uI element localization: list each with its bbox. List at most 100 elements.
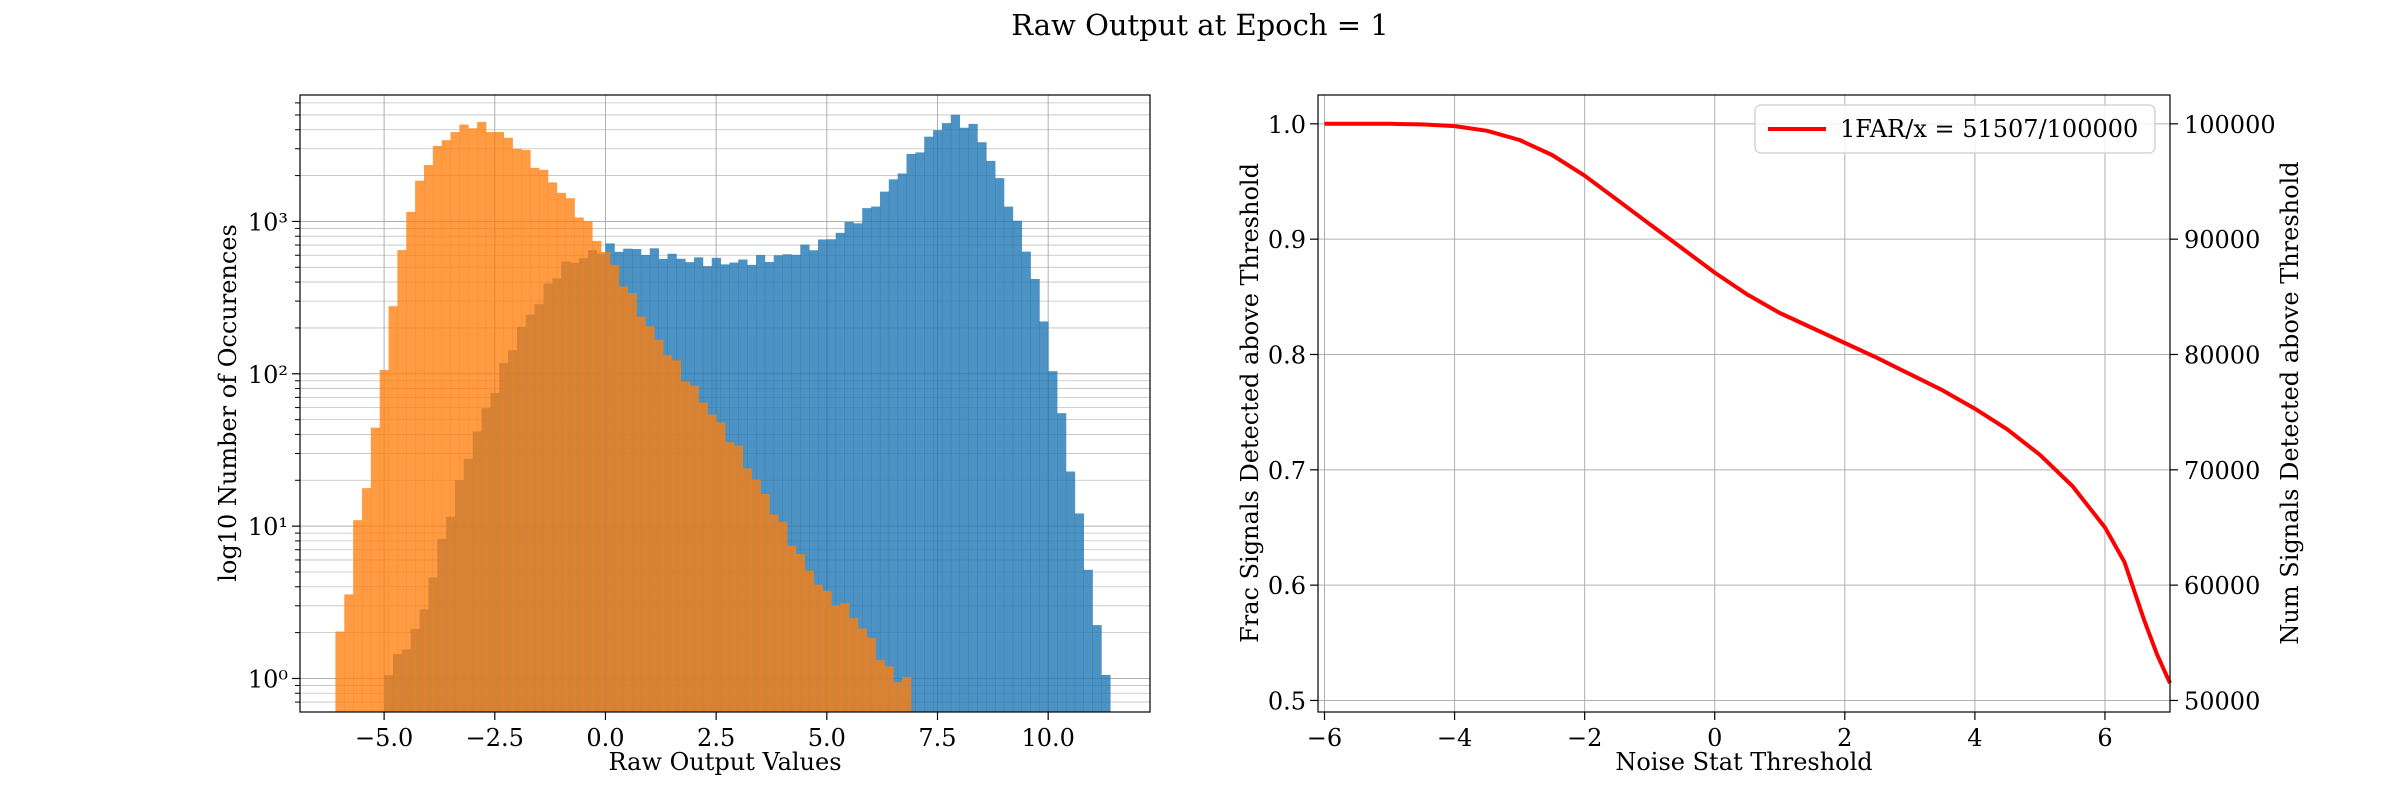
histogram-bar-orange xyxy=(494,131,505,712)
histogram-bar-orange xyxy=(831,605,841,712)
histogram-bar-orange xyxy=(733,445,744,712)
histogram-bar-orange xyxy=(627,293,637,712)
histogram-bar-blue xyxy=(782,254,792,712)
histogram-bar-orange xyxy=(592,240,602,712)
histogram-bar-orange xyxy=(547,182,558,713)
histogram-bar-orange xyxy=(406,211,416,712)
histogram-bar-orange xyxy=(778,521,788,712)
histogram-bar-orange xyxy=(786,545,797,712)
detection-x-ticks: −6 −4 −2 0 2 4 6 xyxy=(1307,712,2113,752)
histogram-bar-blue xyxy=(1057,413,1067,712)
histogram-bar-orange xyxy=(698,402,708,712)
detection-curve-line xyxy=(1324,121,2172,685)
histogram-bar-orange xyxy=(884,666,894,712)
histogram-bar-blue xyxy=(1048,371,1058,712)
histogram-bar-orange xyxy=(512,148,522,712)
histogram-bar-blue xyxy=(773,255,783,712)
histogram-bar-orange xyxy=(716,422,726,712)
detection-x-tick-label: 2 xyxy=(1837,724,1852,752)
histogram-y-tick-label: 10¹ xyxy=(248,513,288,541)
detection-right-y-axis-label: Num Signals Detected above Threshold xyxy=(2276,161,2304,644)
detection-x-tick-label: −2 xyxy=(1567,724,1602,752)
histogram-bar-orange xyxy=(379,370,389,712)
histogram-bar-orange xyxy=(397,250,407,713)
histogram-bar-blue xyxy=(1039,321,1049,712)
histogram-bar-blue xyxy=(888,179,899,713)
histogram-bar-blue xyxy=(915,152,925,712)
histogram-bar-blue xyxy=(826,239,837,712)
histogram-x-axis-label: Raw Output Values xyxy=(608,748,841,776)
histogram-y-ticks: 10⁰ 10¹ 10² 10³ xyxy=(248,102,300,703)
histogram-bar-blue xyxy=(817,239,828,712)
histogram-bar-orange xyxy=(645,326,655,712)
detection-x-tick-label: −6 xyxy=(1307,724,1342,752)
histogram-bar-blue xyxy=(897,173,907,712)
histogram-y-tick-label: 10² xyxy=(248,361,288,389)
histogram-bar-orange xyxy=(609,264,620,712)
detection-left-y-ticks: 0.5 0.6 0.7 0.8 0.9 1.0 xyxy=(1268,111,1318,715)
histogram-bar-orange xyxy=(795,554,806,712)
histogram-bar-orange xyxy=(680,381,690,712)
histogram-bar-orange xyxy=(344,594,354,712)
histogram-bar-orange xyxy=(423,165,434,712)
histogram-bar-orange xyxy=(654,339,664,712)
histogram-y-tick-label: 10⁰ xyxy=(248,665,288,693)
detection-right-y-tick-label: 50000 xyxy=(2184,687,2260,715)
histogram-bar-orange xyxy=(432,145,443,712)
histogram-bar-orange xyxy=(335,631,345,712)
histogram-bar-orange xyxy=(822,590,832,712)
histogram-x-tick-label: 5.0 xyxy=(808,724,846,752)
histogram-bar-blue xyxy=(995,178,1005,712)
histogram-bar-blue xyxy=(950,114,961,712)
histogram-y-axis-label: log10 Number of Occurences xyxy=(214,224,242,582)
histogram-bar-blue xyxy=(1030,278,1040,712)
legend-box xyxy=(1754,104,2156,154)
histogram-x-tick-label: −2.5 xyxy=(466,724,524,752)
histogram-bar-blue xyxy=(1092,625,1102,712)
histogram-bar-orange xyxy=(370,427,381,712)
histogram-bar-orange xyxy=(441,140,451,713)
histogram-bar-blue xyxy=(862,208,872,712)
histogram-bars xyxy=(335,114,1111,713)
histogram-bar-orange xyxy=(521,149,531,713)
detection-y-tick-label: 1.0 xyxy=(1268,111,1306,139)
histogram-bar-blue xyxy=(986,160,996,712)
histogram-x-tick-label: 7.5 xyxy=(918,724,956,752)
histogram-x-tick-label: −5.0 xyxy=(355,724,413,752)
histogram-bar-orange xyxy=(893,682,903,712)
histogram-bar-orange xyxy=(353,520,363,712)
detection-grid xyxy=(1318,95,2170,712)
histogram-bar-orange xyxy=(459,124,469,712)
detection-x-axis-label: Noise Stat Threshold xyxy=(1615,748,1872,776)
histogram-bar-blue xyxy=(977,142,987,713)
detection-right-y-tick-label: 90000 xyxy=(2184,226,2260,254)
histogram-bar-blue xyxy=(906,153,916,713)
histogram-bar-orange xyxy=(361,488,372,712)
histogram-bar-orange xyxy=(804,570,814,712)
histogram-bar-orange xyxy=(857,628,868,712)
histogram-bar-blue xyxy=(791,254,801,712)
detection-right-y-tick-label: 80000 xyxy=(2184,341,2260,369)
histogram-bar-blue xyxy=(853,223,863,712)
histogram-bar-orange xyxy=(742,468,752,712)
detection-y-tick-label: 0.6 xyxy=(1268,572,1306,600)
histogram-x-tick-label: 0.0 xyxy=(586,724,624,752)
histogram-bar-blue xyxy=(1065,471,1076,712)
histogram-bar-blue xyxy=(959,127,969,712)
detection-y-tick-label: 0.5 xyxy=(1268,687,1306,715)
detection-x-tick-label: 4 xyxy=(1967,724,1982,752)
detection-y-tick-label: 0.7 xyxy=(1268,457,1306,485)
histogram-plot-frame xyxy=(299,94,1151,713)
histogram-bar-blue xyxy=(1003,206,1014,713)
histogram-bar-blue xyxy=(968,123,978,713)
detection-curve-chart: −6 −4 −2 0 2 4 6 0.5 0.6 0.7 0.8 0.9 1.0 50000 60000… xyxy=(1236,94,2304,776)
histogram-bar-blue xyxy=(924,136,934,712)
detection-right-y-ticks: 50000 60000 70000 80000 90000 100000 xyxy=(2170,111,2276,715)
histogram-bar-orange xyxy=(866,637,876,712)
legend-label: 1FAR/x = 51507/100000 xyxy=(1840,115,2138,143)
histogram-bar-blue xyxy=(1083,569,1093,712)
histogram-bar-blue xyxy=(809,250,819,712)
detection-right-y-tick-label: 100000 xyxy=(2184,111,2276,139)
histogram-bar-blue xyxy=(1021,251,1031,712)
histogram-bar-orange xyxy=(556,192,567,712)
